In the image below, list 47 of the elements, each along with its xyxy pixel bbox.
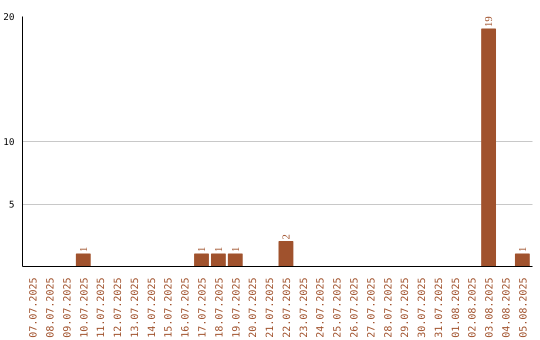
x-tick-label: 28.07.2025	[383, 277, 394, 338]
x-tick-label: 23.07.2025	[298, 277, 310, 338]
bar	[278, 241, 294, 266]
x-tick-label: 31.07.2025	[434, 277, 445, 338]
x-tick-label: 17.07.2025	[198, 277, 209, 338]
x-tick-label: 29.07.2025	[400, 277, 412, 338]
x-tick-label: 21.07.2025	[265, 277, 276, 338]
x-tick-label: 03.08.2025	[484, 277, 496, 338]
data-label: 1	[197, 246, 208, 252]
x-tick-label: 08.07.2025	[46, 277, 57, 338]
y-tick-label: 10	[3, 137, 15, 148]
x-tick-label: 01.08.2025	[450, 277, 462, 338]
x-tick-label: 16.07.2025	[180, 277, 192, 338]
x-tick-label: 25.07.2025	[332, 277, 344, 338]
bar	[210, 254, 226, 266]
bar	[481, 28, 496, 266]
x-tick-label: 22.07.2025	[282, 277, 293, 338]
x-tick-label: 14.07.2025	[146, 277, 158, 338]
bar	[194, 254, 209, 266]
x-tick-label: 13.07.2025	[130, 277, 141, 338]
x-tick-label: 10.07.2025	[79, 277, 90, 338]
y-tick-label: 20	[3, 12, 15, 23]
data-label: 1	[230, 246, 242, 252]
data-label: 19	[484, 16, 496, 27]
data-label: 2	[281, 234, 292, 240]
x-tick-label: 19.07.2025	[231, 277, 242, 338]
bar	[514, 254, 530, 266]
x-tick-label: 11.07.2025	[96, 277, 108, 338]
y-tick-label: 5	[8, 200, 15, 210]
x-tick-label: 24.07.2025	[316, 277, 327, 338]
x-tick-label: 20.07.2025	[248, 277, 260, 338]
x-tick-label: 26.07.2025	[349, 277, 360, 338]
x-tick-label: 04.08.2025	[501, 277, 512, 338]
x-tick-label: 27.07.2025	[366, 277, 378, 338]
x-tick-label: 15.07.2025	[164, 277, 175, 338]
x-tick-label: 09.07.2025	[62, 277, 74, 338]
x-tick-label: 12.07.2025	[113, 277, 124, 338]
data-label: 1	[78, 246, 90, 252]
bar	[228, 254, 243, 266]
data-label: 1	[518, 246, 529, 252]
x-tick-label: 05.08.2025	[518, 277, 530, 338]
x-tick-label: 30.07.2025	[417, 277, 428, 338]
data-label: 1	[214, 246, 225, 252]
bar	[76, 254, 91, 266]
x-tick-label: 07.07.2025	[28, 277, 40, 338]
x-tick-label: 18.07.2025	[214, 277, 226, 338]
x-tick-label: 02.08.2025	[468, 277, 479, 338]
